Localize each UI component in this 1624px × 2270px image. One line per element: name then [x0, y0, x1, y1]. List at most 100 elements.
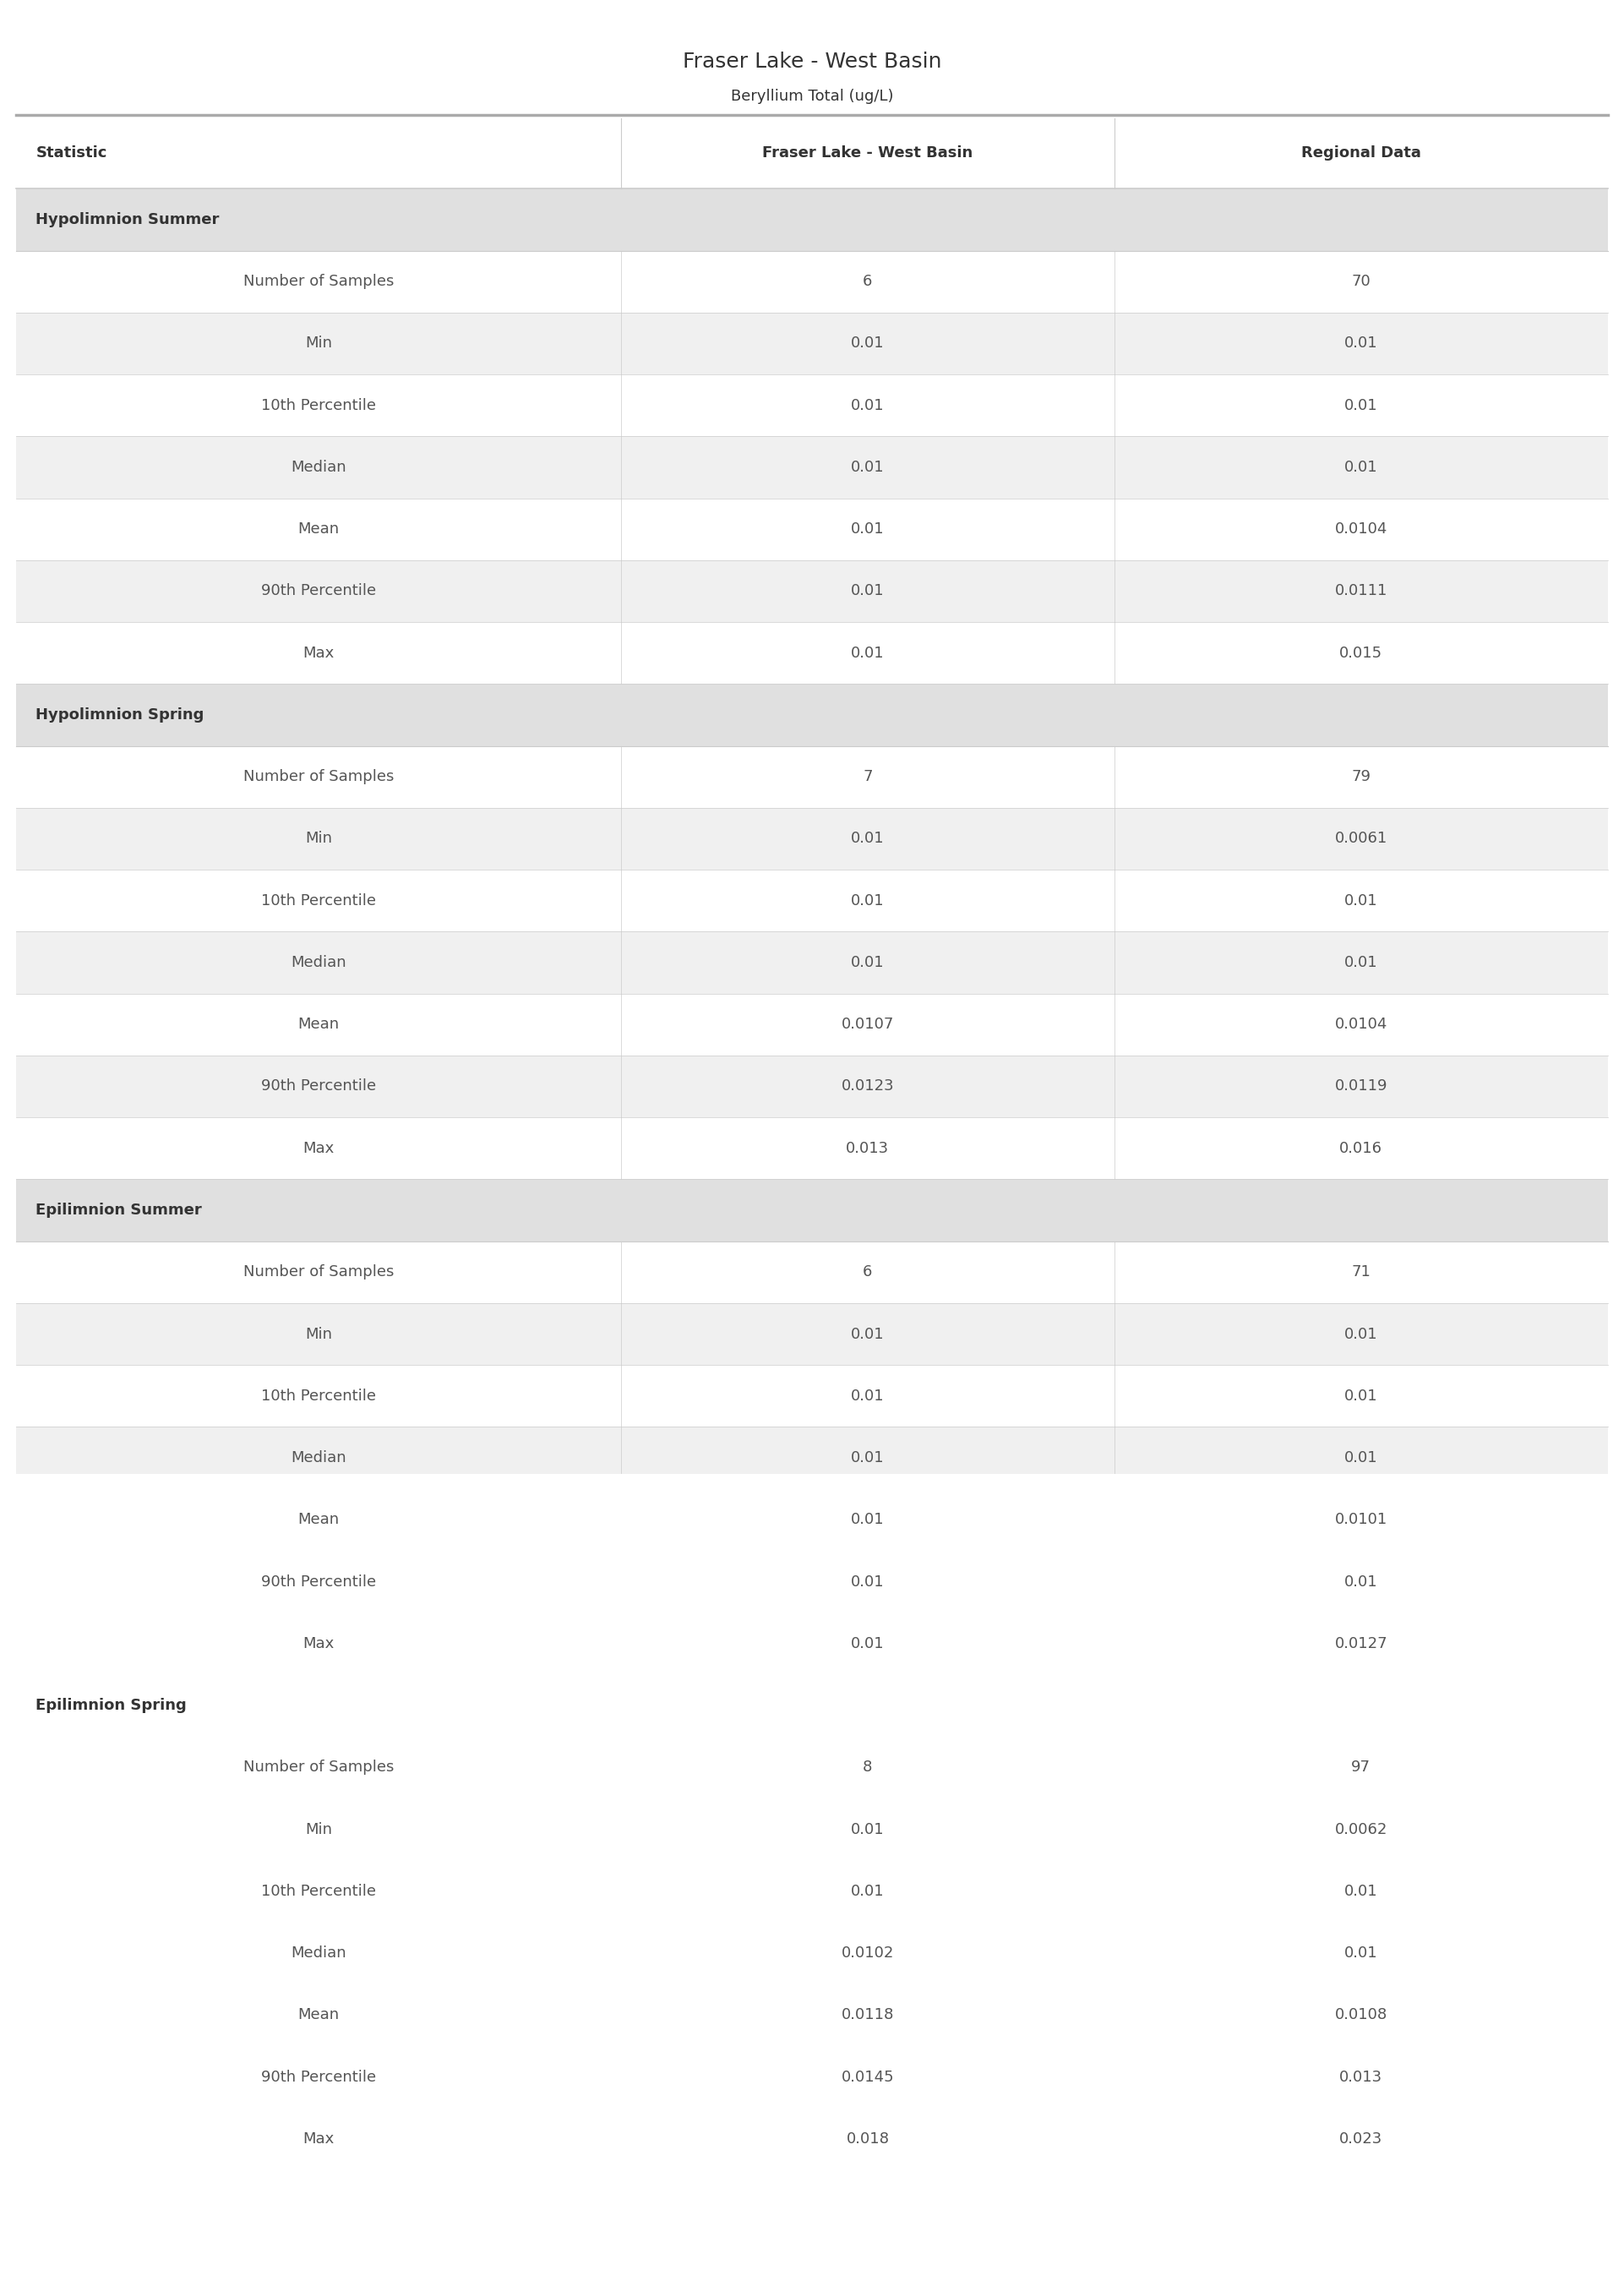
Text: 0.01: 0.01 [851, 1326, 885, 1342]
Text: Max: Max [304, 1142, 335, 1155]
Text: 0.0107: 0.0107 [841, 1017, 895, 1033]
Text: 71: 71 [1351, 1264, 1371, 1280]
Text: Median: Median [291, 461, 346, 474]
Text: 0.01: 0.01 [851, 583, 885, 599]
Bar [16, 1056, 1608, 1117]
Text: Median: Median [291, 1945, 346, 1961]
Text: 6: 6 [862, 275, 872, 288]
Bar [16, 1861, 1608, 1923]
Text: 90th Percentile: 90th Percentile [261, 1573, 377, 1589]
Bar [16, 1489, 1608, 1550]
Text: 97: 97 [1351, 1759, 1371, 1775]
Bar [16, 1180, 1608, 1242]
Text: 0.015: 0.015 [1340, 645, 1382, 661]
Text: 0.01: 0.01 [1345, 1451, 1377, 1466]
Text: 0.01: 0.01 [851, 461, 885, 474]
Text: 0.01: 0.01 [1345, 1389, 1377, 1403]
Bar [16, 188, 1608, 250]
Bar [16, 747, 1608, 808]
Text: Min: Min [305, 336, 333, 352]
Text: 0.023: 0.023 [1340, 2132, 1382, 2147]
Text: 0.01: 0.01 [851, 522, 885, 536]
Text: 0.01: 0.01 [851, 892, 885, 908]
Bar [16, 561, 1608, 622]
Text: 0.01: 0.01 [851, 1512, 885, 1528]
Text: Min: Min [305, 1823, 333, 1836]
Bar [16, 313, 1608, 375]
Bar [16, 683, 1608, 747]
Text: 0.01: 0.01 [851, 1823, 885, 1836]
Bar [16, 1923, 1608, 1984]
Bar [16, 2109, 1608, 2170]
Text: 0.0101: 0.0101 [1335, 1512, 1387, 1528]
Bar [16, 808, 1608, 869]
Text: 0.01: 0.01 [851, 1637, 885, 1650]
Text: 0.01: 0.01 [851, 956, 885, 969]
Bar [16, 1984, 1608, 2045]
Text: Max: Max [304, 1637, 335, 1650]
Bar [16, 1798, 1608, 1861]
Text: 79: 79 [1351, 770, 1371, 785]
Text: 10th Percentile: 10th Percentile [261, 892, 377, 908]
Bar [16, 250, 1608, 313]
Text: 0.01: 0.01 [1345, 1573, 1377, 1589]
Text: Epilimnion Summer: Epilimnion Summer [36, 1203, 201, 1217]
Text: 90th Percentile: 90th Percentile [261, 1078, 377, 1094]
Bar [16, 2045, 1608, 2109]
Text: 0.01: 0.01 [851, 1884, 885, 1900]
Text: 0.01: 0.01 [851, 1389, 885, 1403]
Text: Hypolimnion Summer: Hypolimnion Summer [36, 211, 219, 227]
Text: Beryllium Total (ug/L): Beryllium Total (ug/L) [731, 89, 893, 104]
Text: 0.01: 0.01 [1345, 461, 1377, 474]
Text: 0.016: 0.016 [1340, 1142, 1382, 1155]
Bar [16, 1117, 1608, 1180]
Text: Regional Data: Regional Data [1301, 145, 1421, 161]
Text: 0.01: 0.01 [851, 645, 885, 661]
Text: 0.01: 0.01 [851, 336, 885, 352]
Text: Mean: Mean [297, 1512, 339, 1528]
Text: Max: Max [304, 2132, 335, 2147]
Text: Number of Samples: Number of Samples [244, 1264, 395, 1280]
Bar [16, 118, 1608, 188]
Text: Max: Max [304, 645, 335, 661]
Bar [16, 497, 1608, 561]
Text: 6: 6 [862, 1264, 872, 1280]
Text: Mean: Mean [297, 1017, 339, 1033]
Text: 0.01: 0.01 [851, 831, 885, 847]
Bar [16, 869, 1608, 931]
Text: 0.0145: 0.0145 [841, 2070, 895, 2084]
Text: 0.013: 0.013 [846, 1142, 890, 1155]
Text: 10th Percentile: 10th Percentile [261, 1389, 377, 1403]
Text: 0.01: 0.01 [851, 397, 885, 413]
Text: 0.01: 0.01 [1345, 1326, 1377, 1342]
Text: 0.0111: 0.0111 [1335, 583, 1387, 599]
Text: Mean: Mean [297, 2007, 339, 2023]
Text: Median: Median [291, 1451, 346, 1466]
Bar [16, 1737, 1608, 1798]
Text: 0.0104: 0.0104 [1335, 1017, 1387, 1033]
Text: Median: Median [291, 956, 346, 969]
Text: Epilimnion Spring: Epilimnion Spring [36, 1698, 187, 1714]
Bar [16, 1428, 1608, 1489]
Text: 90th Percentile: 90th Percentile [261, 583, 377, 599]
Text: 10th Percentile: 10th Percentile [261, 397, 377, 413]
Text: 0.0119: 0.0119 [1335, 1078, 1387, 1094]
Bar [16, 1675, 1608, 1737]
Text: 90th Percentile: 90th Percentile [261, 2070, 377, 2084]
Text: 0.01: 0.01 [1345, 892, 1377, 908]
Text: 0.0062: 0.0062 [1335, 1823, 1387, 1836]
Bar [16, 1303, 1608, 1364]
Text: 0.0104: 0.0104 [1335, 522, 1387, 536]
Text: 0.01: 0.01 [1345, 1945, 1377, 1961]
Bar [16, 931, 1608, 994]
Text: Mean: Mean [297, 522, 339, 536]
Text: 0.01: 0.01 [1345, 956, 1377, 969]
Text: 0.0061: 0.0061 [1335, 831, 1387, 847]
Bar [16, 994, 1608, 1056]
Text: Min: Min [305, 831, 333, 847]
Text: 8: 8 [862, 1759, 872, 1775]
Bar [16, 1242, 1608, 1303]
Bar [16, 1364, 1608, 1428]
Text: Number of Samples: Number of Samples [244, 1759, 395, 1775]
Text: 0.0102: 0.0102 [841, 1945, 895, 1961]
